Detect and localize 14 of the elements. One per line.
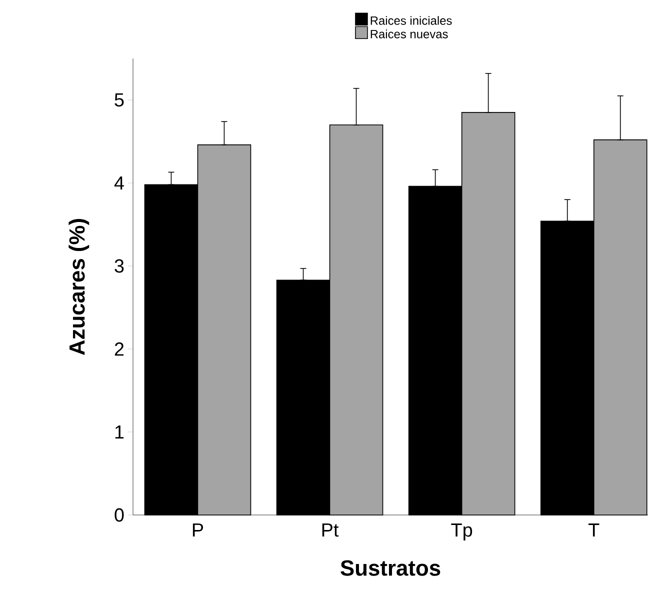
y-tick-label: 1	[115, 425, 124, 438]
y-tick-label: 5	[114, 93, 124, 107]
y-tick-label: 2	[114, 342, 124, 356]
y-axis-title: Azucares (%)	[68, 219, 90, 356]
legend-label: Raices iniciales	[370, 16, 452, 25]
x-tick-label: Tp	[451, 524, 472, 540]
x-tick-label: Pt	[322, 524, 339, 537]
legend-label: Raices nuevas	[370, 30, 448, 38]
x-tick-label: T	[588, 524, 600, 537]
y-tick-label: 4	[114, 176, 124, 190]
x-axis-title: Sustratos	[340, 560, 440, 576]
y-tick-label: 0	[114, 508, 124, 522]
y-tick-label: 3	[114, 259, 124, 273]
x-tick-label: P	[192, 524, 204, 537]
